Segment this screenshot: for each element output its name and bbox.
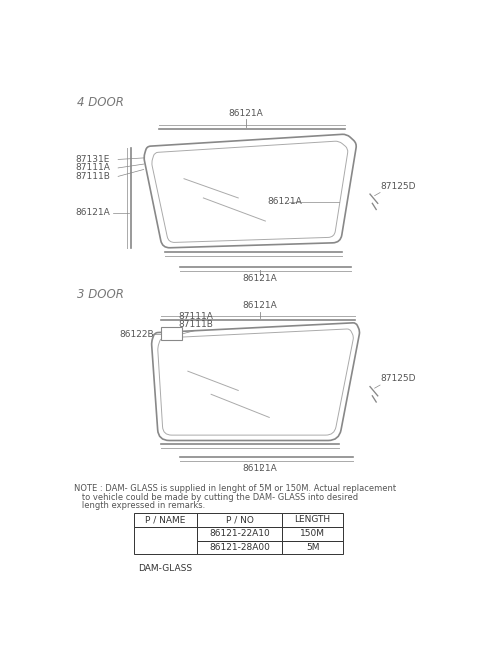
Text: 150M: 150M: [300, 529, 325, 538]
Text: 87131E: 87131E: [75, 155, 110, 164]
Text: 86122B: 86122B: [120, 329, 154, 339]
Text: 86121-22A10: 86121-22A10: [209, 529, 270, 538]
Text: 87125D: 87125D: [381, 181, 416, 191]
Bar: [197, 540, 282, 555]
Bar: [197, 513, 282, 527]
Text: 87125D: 87125D: [381, 374, 416, 383]
Text: 5M: 5M: [306, 543, 319, 552]
Bar: [282, 513, 343, 527]
Text: 86121A: 86121A: [228, 109, 264, 117]
Text: P / NO: P / NO: [226, 515, 254, 524]
Text: 86121-28A00: 86121-28A00: [209, 543, 270, 552]
Text: 87111A: 87111A: [75, 163, 110, 172]
Text: 87111B: 87111B: [75, 172, 110, 181]
Text: NOTE : DAM- GLASS is supplied in lenght of 5M or 150M. Actual replacement: NOTE : DAM- GLASS is supplied in lenght …: [74, 485, 396, 493]
Text: LENGTH: LENGTH: [295, 515, 331, 524]
Bar: [282, 540, 343, 555]
Text: 86121A: 86121A: [75, 208, 110, 217]
Text: 87111A: 87111A: [179, 312, 214, 321]
Bar: [197, 527, 282, 540]
Text: 86121A: 86121A: [268, 197, 302, 206]
Text: to vehicle could be made by cutting the DAM- GLASS into desired: to vehicle could be made by cutting the …: [74, 493, 358, 502]
Bar: [161, 327, 182, 341]
Text: P / NAME: P / NAME: [145, 515, 186, 524]
Bar: [282, 527, 343, 540]
Bar: [133, 527, 197, 555]
Bar: [133, 513, 197, 527]
Text: 4 DOOR: 4 DOOR: [77, 96, 124, 109]
Text: DAM-GLASS: DAM-GLASS: [138, 564, 192, 573]
Text: length expressed in remarks.: length expressed in remarks.: [74, 501, 205, 510]
Text: 86121A: 86121A: [242, 301, 277, 310]
Text: 3 DOOR: 3 DOOR: [77, 288, 124, 301]
Text: 86121A: 86121A: [242, 464, 277, 474]
Text: 86121A: 86121A: [242, 274, 277, 283]
Text: 87111B: 87111B: [179, 320, 214, 329]
